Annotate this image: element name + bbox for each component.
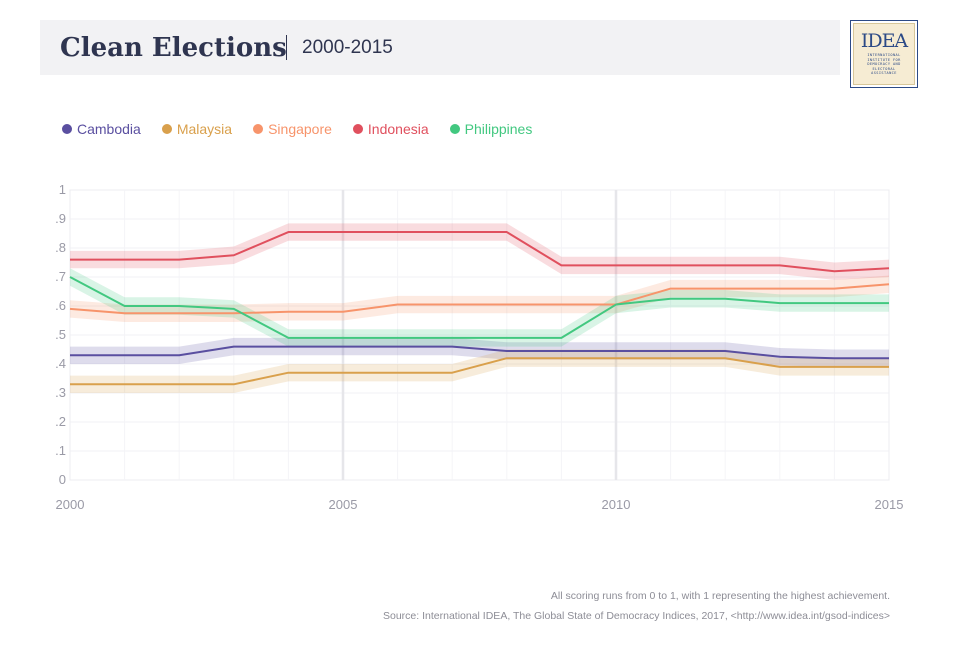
legend-item-malaysia: Malaysia (161, 120, 233, 138)
y-tick-label-6: .6 (55, 298, 66, 313)
line-philippines (69, 276, 889, 339)
legend-dot-icon (449, 124, 460, 134)
legend-dot-icon (161, 124, 172, 134)
logo-sub-text: INTERNATIONAL INSTITUTE FOR DEMOCRACY AN… (867, 53, 901, 76)
idea-logo: IDEA INTERNATIONAL INSTITUTE FOR DEMOCRA… (850, 20, 918, 88)
legend-dot-icon (253, 124, 264, 134)
line-singapore (69, 283, 890, 315)
legend-label: Singapore (268, 121, 332, 137)
legend-label: Philippines (464, 121, 533, 137)
legend-item-philippines: Philippines (449, 120, 533, 138)
y-tick-label-0: 0 (59, 472, 66, 487)
title-divider (286, 35, 287, 60)
legend-dot-icon (352, 124, 363, 134)
y-tick-label-4: .4 (55, 356, 66, 371)
y-tick-label-1: .1 (55, 443, 66, 458)
x-tick-label-0: 2000 (56, 497, 85, 512)
line-cambodia (70, 345, 889, 360)
legend-label: Cambodia (77, 121, 141, 137)
x-tick-label-1: 2005 (329, 497, 358, 512)
y-tick-label-10: 1 (59, 182, 66, 197)
line-indonesia (70, 231, 890, 273)
x-tick-label-2: 2010 (602, 497, 631, 512)
legend-item-indonesia: Indonesia (352, 120, 429, 138)
band-singapore (70, 275, 889, 322)
line-malaysia (70, 357, 889, 386)
band-cambodia (70, 337, 889, 367)
y-tick-label-2: .2 (55, 414, 66, 429)
scoring-note: All scoring runs from 0 to 1, with 1 rep… (550, 590, 890, 602)
source-note: Source: International IDEA, The Global S… (383, 610, 890, 622)
legend-item-singapore: Singapore (253, 120, 332, 138)
x-tick-label-3: 2015 (875, 497, 904, 512)
logo-panel: IDEA INTERNATIONAL INSTITUTE FOR DEMOCRA… (853, 23, 915, 85)
y-tick-label-7: .7 (55, 269, 66, 284)
header-bar: Clean Elections 2000-2015 (40, 20, 840, 75)
chart-legend: Cambodia Malaysia Singapore Indonesia Philip… (62, 120, 553, 138)
legend-dot-icon (62, 124, 72, 134)
band-malaysia (70, 349, 889, 393)
logo-main-text: IDEA (860, 30, 908, 53)
legend-item-cambodia: Cambodia (62, 120, 141, 138)
page-subtitle: 2000-2015 (302, 37, 393, 58)
y-tick-label-8: .8 (55, 240, 66, 255)
y-tick-label-3: .3 (55, 385, 66, 400)
y-tick-label-5: .5 (55, 327, 66, 342)
y-tick-label-9: .9 (55, 211, 66, 226)
band-philippines (70, 268, 889, 347)
legend-label: Indonesia (367, 121, 429, 137)
page-title: Clean Elections (60, 33, 287, 63)
legend-label: Malaysia (176, 121, 233, 137)
